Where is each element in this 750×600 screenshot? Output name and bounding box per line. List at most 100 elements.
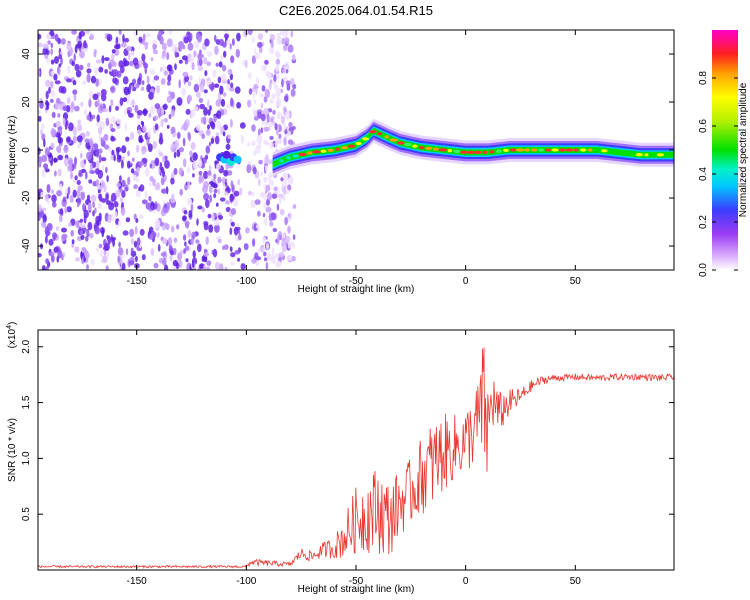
noise-speckle [140, 120, 144, 125]
noise-speckle [102, 108, 109, 113]
noise-speckle [148, 91, 154, 100]
snr-multiplier-close: ) [7, 322, 18, 325]
noise-speckle [102, 135, 109, 142]
noise-speckle [153, 75, 160, 81]
noise-speckle [265, 154, 269, 161]
noise-speckle [145, 167, 150, 177]
noise-speckle [63, 117, 66, 126]
colorbar-tick-label: 0.2 [698, 215, 709, 229]
noise-speckle [100, 137, 104, 144]
noise-speckle [270, 40, 274, 48]
noise-speckle [162, 103, 168, 110]
noise-speckle [97, 189, 101, 194]
noise-speckle [98, 66, 104, 73]
ridge-hotspot [607, 149, 616, 154]
noise-speckle [126, 160, 131, 169]
noise-speckle [135, 176, 140, 183]
ridge-hotspot [327, 148, 334, 152]
noise-speckle [164, 203, 167, 209]
noise-speckle [124, 187, 129, 192]
noise-speckle [227, 134, 231, 140]
noise-speckle [236, 102, 242, 109]
noise-speckle [110, 192, 117, 202]
ridge-hotspot [524, 148, 531, 152]
noise-speckle [243, 243, 249, 251]
noise-speckle [45, 266, 49, 270]
noise-speckle [233, 198, 238, 207]
noise-speckle [156, 232, 160, 238]
noise-speckle [160, 176, 165, 186]
noise-speckle [142, 41, 149, 46]
noise-speckle [57, 145, 62, 154]
ridge-hotspot [403, 142, 412, 147]
noise-speckle [202, 184, 208, 194]
noise-speckle [258, 159, 263, 165]
noise-speckle [217, 188, 221, 195]
noise-speckle [58, 137, 63, 144]
noise-speckle [66, 97, 71, 105]
noise-speckle [41, 265, 46, 270]
noise-speckle [152, 140, 157, 150]
ridge-hotspot [545, 148, 552, 152]
noise-speckle [38, 42, 43, 48]
y-tick-label: 20 [21, 96, 32, 108]
ridge-hotspot [663, 153, 671, 157]
noise-speckle [54, 101, 61, 110]
noise-speckle [266, 242, 270, 250]
noise-speckle [49, 30, 55, 37]
noise-speckle [101, 55, 105, 64]
noise-speckle [201, 133, 206, 139]
noise-speckle [61, 227, 67, 233]
figure-title: C2E6.2025.064.01.54.R15 [279, 3, 433, 18]
noise-speckle [240, 263, 246, 270]
noise-speckle [84, 108, 88, 117]
noise-speckle [170, 109, 175, 117]
noise-speckle [93, 143, 99, 150]
noise-speckle [83, 48, 88, 53]
noise-speckle [162, 237, 168, 245]
noise-speckle [82, 80, 87, 85]
noise-speckle [164, 155, 168, 161]
noise-speckle [41, 154, 48, 163]
noise-speckle [67, 164, 73, 172]
noise-speckle [118, 30, 122, 35]
noise-speckle [117, 255, 121, 264]
noise-speckle [167, 237, 173, 246]
noise-speckle [104, 144, 110, 150]
noise-speckle [210, 182, 217, 188]
noise-speckle [209, 164, 212, 172]
noise-speckle [258, 178, 261, 187]
noise-speckle [41, 168, 46, 178]
noise-speckle [275, 98, 282, 107]
noise-speckle [257, 142, 262, 150]
ridge-hotspot [453, 149, 461, 153]
noise-speckle [113, 154, 116, 162]
noise-speckle [255, 224, 260, 229]
noise-speckle [50, 127, 56, 137]
ridge-hotspot [466, 150, 475, 154]
noise-speckle [178, 147, 184, 153]
noise-speckle [278, 252, 285, 258]
noise-speckle [190, 108, 196, 118]
noise-speckle [87, 202, 92, 211]
noise-speckle [121, 262, 126, 270]
noise-speckle [180, 260, 183, 268]
noise-speckle [52, 201, 57, 208]
noise-speckle [141, 53, 146, 62]
noise-speckle [226, 83, 231, 91]
noise-speckle [217, 238, 222, 244]
noise-speckle [66, 137, 71, 143]
noise-speckle [129, 228, 135, 238]
noise-speckle [45, 33, 51, 40]
ridge-hotspot [306, 151, 313, 155]
noise-speckle [74, 246, 78, 253]
noise-speckle [215, 261, 220, 270]
noise-speckle [44, 193, 49, 202]
noise-speckle [214, 83, 220, 88]
noise-speckle [218, 38, 224, 46]
noise-speckle [113, 201, 119, 208]
noise-speckle [69, 194, 74, 203]
noise-speckle [162, 258, 167, 267]
noise-speckle [195, 239, 200, 244]
noise-speckle [72, 189, 77, 198]
